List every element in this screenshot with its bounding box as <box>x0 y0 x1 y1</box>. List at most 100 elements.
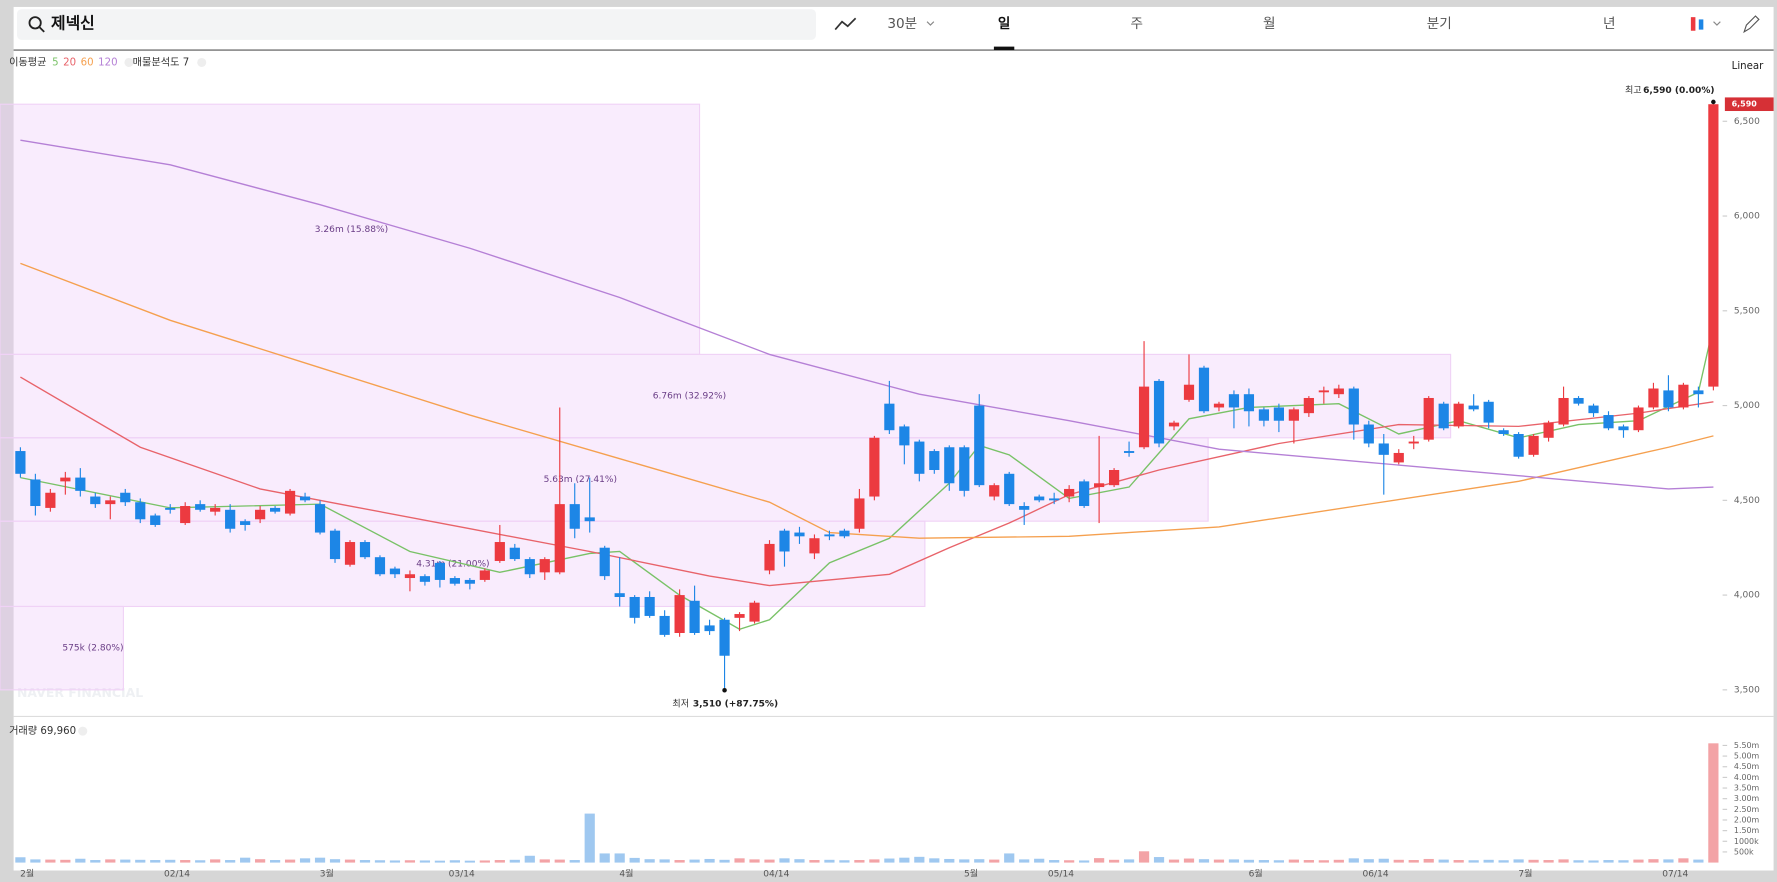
candle-body <box>1633 407 1644 431</box>
x-tick-label: 7월 <box>1518 867 1532 879</box>
candle-body <box>374 557 386 575</box>
candle-body <box>464 579 475 584</box>
volume-bar <box>150 860 161 863</box>
volume-tick-label: 1000k <box>1734 837 1759 846</box>
candle-body <box>884 403 895 431</box>
volume-bar <box>554 859 565 863</box>
chart-type-icon[interactable] <box>834 17 857 31</box>
volume-bar <box>255 859 266 863</box>
volume-bar <box>90 860 101 863</box>
volume-profile-label: 5.63m (27.41%) <box>544 475 617 485</box>
candle-body <box>1064 488 1075 497</box>
candle-body <box>195 504 206 510</box>
volume-bar <box>599 853 610 863</box>
volume-bar <box>1528 859 1539 863</box>
candle-body <box>1348 388 1359 425</box>
volume-bar <box>1138 851 1150 863</box>
period-tab[interactable]: 년 <box>1603 16 1616 32</box>
candle-icon[interactable] <box>1690 17 1696 31</box>
moving-average-line <box>20 139 1714 490</box>
candle-body <box>1168 422 1180 427</box>
close-icon[interactable] <box>197 57 207 68</box>
close-icon[interactable] <box>78 726 88 736</box>
period-tab[interactable]: 일 <box>998 16 1011 32</box>
candle-body <box>1034 496 1045 501</box>
volume-bar <box>1034 858 1045 863</box>
volume-bar <box>1183 858 1195 863</box>
watermark: NAVER FINANCIAL <box>17 685 143 700</box>
dropdown-icon <box>926 21 935 26</box>
search-icon <box>39 26 45 33</box>
candle-body <box>165 507 176 510</box>
candle-icon[interactable] <box>1698 19 1704 30</box>
x-tick-label: 4월 <box>619 867 633 879</box>
period-tab[interactable]: 주 <box>1130 16 1143 32</box>
candle-body <box>689 600 700 633</box>
period-tab[interactable]: 월 <box>1263 16 1275 32</box>
candle-body <box>734 614 745 618</box>
candle-body <box>1543 422 1554 438</box>
volume-bar <box>30 859 41 863</box>
intraday-button[interactable]: 30분 <box>887 16 917 32</box>
volume-bar <box>45 859 56 863</box>
y-tick-label: 5,500 <box>1734 306 1760 316</box>
ma-legend-entry: 20 <box>63 57 76 68</box>
candle-body <box>1678 384 1689 408</box>
volume-tick-label: 500k <box>1734 847 1754 856</box>
volume-profile-label: 3.26m (15.88%) <box>315 225 388 235</box>
volume-bar <box>329 859 341 863</box>
volume-bar <box>299 858 311 863</box>
candle-body <box>1108 470 1120 486</box>
candle-body <box>210 507 221 512</box>
volume-bar <box>659 859 670 863</box>
volume-bar <box>1468 860 1479 863</box>
volume-profile-band <box>0 103 701 355</box>
volume-bar <box>929 858 940 863</box>
volume-bar <box>884 858 895 863</box>
candle-body <box>584 517 595 522</box>
volume-bar <box>1498 860 1509 863</box>
volume-bar <box>1303 860 1314 863</box>
volume-bar <box>240 857 251 863</box>
period-tab[interactable]: 분기 <box>1427 16 1452 32</box>
volume-tick-label: 2.50m <box>1734 805 1760 814</box>
candle-body <box>719 619 730 656</box>
y-tick-label: 3,500 <box>1734 685 1760 695</box>
volume-bar <box>374 860 386 863</box>
x-tick-label: 6월 <box>1249 867 1263 879</box>
candle-body <box>1648 388 1659 408</box>
search-query[interactable]: 제넥신 <box>51 13 95 32</box>
candle-body <box>494 542 505 561</box>
volume-bar <box>914 856 925 863</box>
candle-body <box>1258 409 1270 421</box>
volume-bar <box>1678 858 1689 863</box>
candle-body <box>1528 435 1539 455</box>
candle-body <box>1183 384 1195 400</box>
volume-tick-label: 5.00m <box>1734 752 1760 761</box>
volume-bar <box>1228 859 1240 863</box>
candle-body <box>1603 415 1614 429</box>
volume-bar <box>1079 860 1090 863</box>
scale-toggle[interactable]: Linear <box>1732 61 1764 72</box>
x-tick-label: 2월 <box>20 867 34 879</box>
volume-bar <box>539 859 550 863</box>
candle-body <box>284 490 296 514</box>
close-icon[interactable] <box>124 57 134 68</box>
volume-tick-label: 3.50m <box>1734 784 1760 793</box>
search-box[interactable] <box>16 9 816 40</box>
candle-body <box>449 578 460 584</box>
candle-body <box>1019 506 1030 510</box>
volume-bar <box>1064 860 1075 863</box>
volume-bar <box>165 859 176 863</box>
volume-bar <box>1243 859 1255 863</box>
volume-bar <box>764 859 775 863</box>
candle-body <box>180 506 191 524</box>
low-marker <box>722 687 727 693</box>
volume-bar <box>1019 859 1030 863</box>
candle-body <box>135 502 146 520</box>
candle-body <box>344 542 356 565</box>
volume-bar <box>1408 860 1419 863</box>
candle-body <box>1228 394 1240 408</box>
volume-bar <box>1393 859 1404 863</box>
pencil-icon[interactable] <box>1743 15 1760 34</box>
